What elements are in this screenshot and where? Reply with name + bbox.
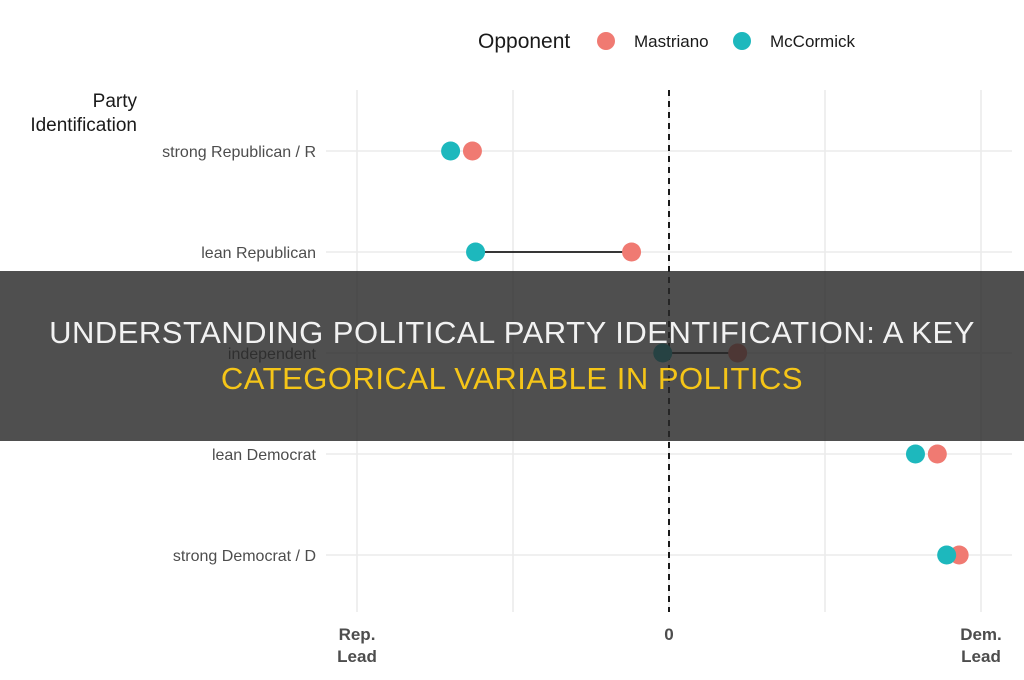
point-mastriano-lean-democrat: [927, 444, 947, 464]
category-label-strong-democrat-d: strong Democrat / D: [173, 548, 316, 565]
x-tick-label-line: Rep.: [339, 625, 376, 644]
legend-label-mastriano: Mastriano: [634, 32, 709, 51]
y-axis-title-line: Identification: [30, 115, 137, 136]
legend-swatch-mastriano: [597, 32, 615, 50]
title-banner: UNDERSTANDING POLITICAL PARTY IDENTIFICA…: [0, 271, 1024, 441]
point-mccormick-lean-republican: [466, 242, 486, 262]
category-label-lean-republican: lean Republican: [201, 245, 316, 262]
x-tick-label-line: 0: [664, 625, 673, 644]
point-mccormick-strong-democrat-d: [937, 545, 957, 565]
x-tick-label-line: Dem.: [960, 625, 1002, 644]
legend: Opponent Mastriano McCormick: [478, 30, 855, 53]
x-tick-label-line: Lead: [961, 647, 1001, 666]
x-tick-label: 0: [664, 625, 673, 644]
y-axis-title-line: Party: [93, 91, 138, 112]
point-mastriano-lean-republican: [622, 242, 642, 262]
x-tick-label: Rep. Lead: [337, 625, 377, 666]
banner-title-line-1: UNDERSTANDING POLITICAL PARTY IDENTIFICA…: [49, 315, 975, 350]
x-tick-label: Dem. Lead: [960, 625, 1002, 666]
category-label-strong-republican-r: strong Republican / R: [162, 144, 316, 161]
legend-swatch-mccormick: [733, 32, 751, 50]
legend-title: Opponent: [478, 30, 570, 53]
point-mccormick-strong-republican-r: [441, 141, 461, 161]
y-axis-title: Party Identification: [30, 91, 137, 136]
legend-label-mccormick: McCormick: [770, 32, 855, 51]
point-mastriano-strong-republican-r: [462, 141, 482, 161]
point-mccormick-lean-democrat: [905, 444, 925, 464]
x-tick-label-line: Lead: [337, 647, 377, 666]
x-tick-labels: Rep. Lead 0 Dem. Lead: [337, 625, 1002, 666]
banner-title-line-2: CATEGORICAL VARIABLE IN POLITICS: [220, 361, 804, 396]
category-label-lean-democrat: lean Democrat: [212, 447, 317, 464]
